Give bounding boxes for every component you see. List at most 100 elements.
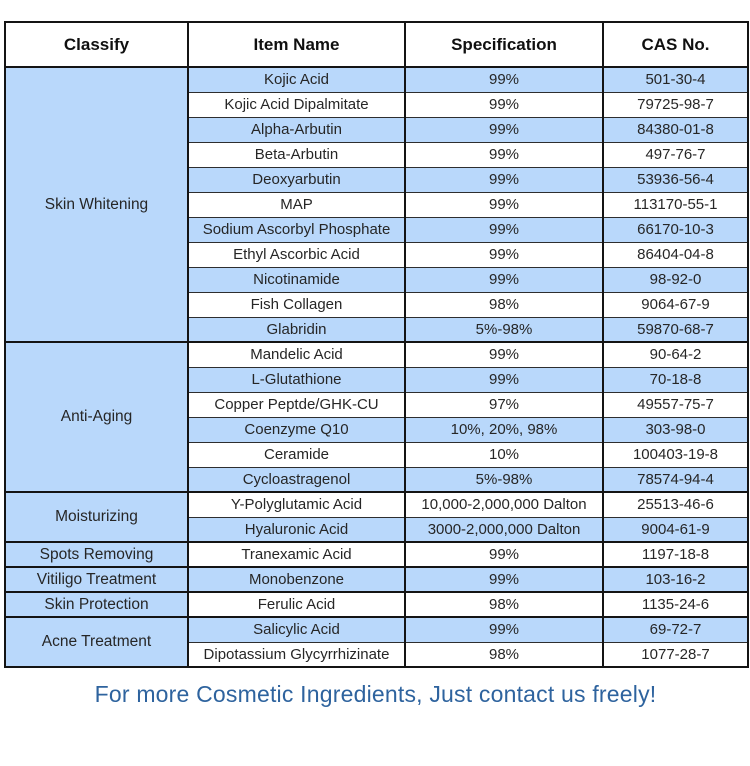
item-name-cell: Ceramide [187, 441, 406, 468]
specification-cell: 10% [404, 441, 604, 468]
item-name-cell: Beta-Arbutin [187, 141, 406, 168]
cas-no-cell: 25513-46-6 [602, 491, 749, 518]
specification-cell: 99% [404, 266, 604, 293]
classify-cell: Skin Protection [4, 591, 189, 618]
item-name-cell: Copper Peptde/GHK-CU [187, 391, 406, 418]
header-row: Classify Item Name Specification CAS No. [4, 22, 749, 68]
specification-cell: 98% [404, 641, 604, 668]
item-name-cell: Glabridin [187, 316, 406, 343]
table-row: Vitiligo Treatment Monobenzone 99% 103-16-2 [4, 566, 749, 593]
table-row: Copper Peptde/GHK-CU 97% 49557-75-7 [5, 391, 749, 418]
cas-no-cell: 59870-68-7 [602, 316, 749, 343]
specification-cell: 5%-98% [404, 316, 604, 343]
cas-no-cell: 86404-04-8 [602, 241, 749, 268]
table-body: Skin Whitening Kojic Acid 99% 501-30-4 Kojic… [4, 66, 749, 668]
table-row: Alpha-Arbutin 99% 84380-01-8 [5, 116, 749, 143]
cas-no-cell: 69-72-7 [602, 616, 749, 643]
cas-no-cell: 49557-75-7 [602, 391, 749, 418]
footer-caption: For more Cosmetic Ingredients, Just cont… [94, 681, 657, 707]
classify-cell: Moisturizing [4, 491, 189, 543]
table-row: Moisturizing Y-Polyglutamic Acid 10,000-2,… [4, 491, 749, 543]
cas-no-cell: 53936-56-4 [602, 166, 749, 193]
specification-cell: 98% [404, 291, 604, 318]
cas-no-cell: 1135-24-6 [602, 591, 749, 618]
specification-cell: 99% [404, 141, 604, 168]
table-row: Deoxyarbutin 99% 53936-56-4 [5, 166, 749, 193]
specification-cell: 99% [404, 366, 604, 393]
specification-cell: 3000-2,000,000 Dalton [404, 516, 604, 543]
classify-cell: Anti-Aging [4, 341, 189, 493]
specification-cell: 99% [404, 341, 604, 368]
classify-cell: Skin Whitening [4, 66, 189, 343]
cas-no-cell: 501-30-4 [602, 66, 749, 93]
column-header-cas-no: CAS No. [602, 22, 749, 68]
item-name-cell: Ferulic Acid [187, 591, 406, 618]
cas-no-cell: 9064-67-9 [602, 291, 749, 318]
item-name-cell: Hyaluronic Acid [187, 516, 406, 543]
specification-cell: 99% [404, 91, 604, 118]
specification-cell: 99% [404, 191, 604, 218]
table-row: Ethyl Ascorbic Acid 99% 86404-04-8 [5, 241, 749, 268]
table-row: L-Glutathione 99% 70-18-8 [5, 366, 749, 393]
table-header: Classify Item Name Specification CAS No. [4, 22, 749, 68]
cas-no-cell: 90-64-2 [602, 341, 749, 368]
cas-no-cell: 98-92-0 [602, 266, 749, 293]
cas-no-cell: 84380-01-8 [602, 116, 749, 143]
cas-no-cell: 103-16-2 [602, 566, 749, 593]
cas-no-cell: 78574-94-4 [602, 466, 749, 493]
item-name-cell: MAP [187, 191, 406, 218]
specification-cell: 99% [404, 616, 604, 643]
item-name-cell: Cycloastragenol [187, 466, 406, 493]
specification-cell: 98% [404, 591, 604, 618]
table-row: Nicotinamide 99% 98-92-0 [5, 266, 749, 293]
specification-cell: 99% [404, 116, 604, 143]
classify-cell: Acne Treatment [4, 616, 189, 668]
classify-cell: Vitiligo Treatment [4, 566, 189, 593]
ingredients-table: Classify Item Name Specification CAS No.… [4, 21, 749, 668]
cas-no-cell: 66170-10-3 [602, 216, 749, 243]
item-name-cell: Mandelic Acid [187, 341, 406, 368]
page: Classify Item Name Specification CAS No.… [4, 21, 749, 707]
item-name-cell: L-Glutathione [187, 366, 406, 393]
item-name-cell: Dipotassium Glycyrrhizinate [187, 641, 406, 668]
cas-no-cell: 113170-55-1 [602, 191, 749, 218]
specification-cell: 10,000-2,000,000 Dalton [404, 491, 604, 518]
specification-cell: 99% [404, 541, 604, 568]
specification-cell: 99% [404, 241, 604, 268]
table-row: Skin Whitening Kojic Acid 99% 501-30-4 [4, 66, 749, 343]
cas-no-cell: 79725-98-7 [602, 91, 749, 118]
item-name-cell: Ethyl Ascorbic Acid [187, 241, 406, 268]
table-row: Beta-Arbutin 99% 497-76-7 [5, 141, 749, 168]
cas-no-cell: 497-76-7 [602, 141, 749, 168]
specification-cell: 97% [404, 391, 604, 418]
item-name-cell: Kojic Acid [187, 66, 406, 93]
item-name-cell: Salicylic Acid [187, 616, 406, 643]
item-name-cell: Fish Collagen [187, 291, 406, 318]
table-row: Hyaluronic Acid 3000-2,000,000 Dalton 9004… [5, 516, 749, 543]
classify-cell: Spots Removing [4, 541, 189, 568]
column-header-classify: Classify [4, 22, 189, 68]
table-row: Spots Removing Tranexamic Acid 99% 1197-18-… [4, 541, 749, 568]
item-name-cell: Sodium Ascorbyl Phosphate [187, 216, 406, 243]
item-name-cell: Alpha-Arbutin [187, 116, 406, 143]
specification-cell: 99% [404, 216, 604, 243]
item-name-cell: Kojic Acid Dipalmitate [187, 91, 406, 118]
table-row: Dipotassium Glycyrrhizinate 98% 1077-28-7 [5, 641, 749, 668]
item-name-cell: Monobenzone [187, 566, 406, 593]
specification-cell: 5%-98% [404, 466, 604, 493]
specification-cell: 99% [404, 66, 604, 93]
table-row: Kojic Acid Dipalmitate 99% 79725-98-7 [5, 91, 749, 118]
item-name-cell: Deoxyarbutin [187, 166, 406, 193]
cas-no-cell: 1077-28-7 [602, 641, 749, 668]
cas-no-cell: 1197-18-8 [602, 541, 749, 568]
table-row: MAP 99% 113170-55-1 [5, 191, 749, 218]
column-header-specification: Specification [404, 22, 604, 68]
cas-no-cell: 100403-19-8 [602, 441, 749, 468]
specification-cell: 99% [404, 166, 604, 193]
cas-no-cell: 303-98-0 [602, 416, 749, 443]
column-header-item-name: Item Name [187, 22, 406, 68]
item-name-cell: Nicotinamide [187, 266, 406, 293]
cas-no-cell: 70-18-8 [602, 366, 749, 393]
specification-cell: 10%, 20%, 98% [404, 416, 604, 443]
table-row: Acne Treatment Salicylic Acid 99% 69-72-7 [4, 616, 749, 668]
